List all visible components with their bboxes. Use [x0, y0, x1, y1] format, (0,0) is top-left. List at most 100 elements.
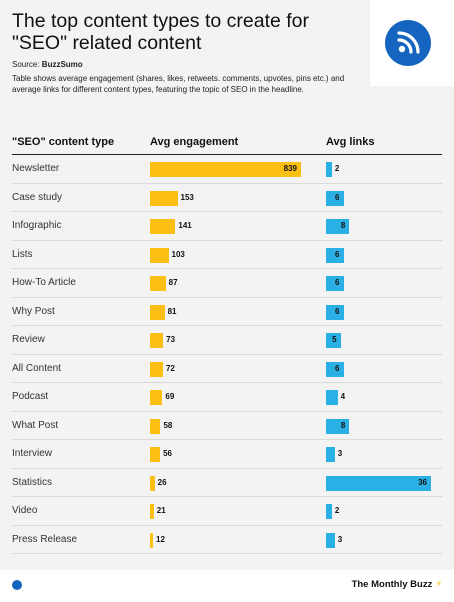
engagement-value-label: 87: [168, 278, 178, 287]
row-label: Statistics: [12, 476, 53, 488]
engagement-bar: [150, 475, 155, 491]
links-value-label: 6: [335, 306, 340, 316]
engagement-value-label: 56: [163, 449, 172, 458]
rss-feed-icon-graphic: [397, 31, 420, 54]
links-bar: [326, 333, 341, 348]
engagement-value-label: 153: [180, 192, 194, 202]
links-value-label: 6: [335, 192, 340, 202]
row-divider: [12, 467, 442, 469]
table-row: Why Post 81 6: [0, 298, 454, 326]
lightning-bolt-icon: ⚡: [435, 579, 442, 590]
infographic-card: The top content types to create for "SEO…: [0, 0, 454, 570]
engagement-value-label: 12: [156, 534, 165, 544]
links-value-label: 36: [418, 477, 427, 487]
table-row: Lists 103 6: [0, 241, 454, 269]
source-line: Source: BuzzSumo: [12, 60, 83, 69]
engagement-value-label: 58: [163, 420, 173, 430]
links-bar: [326, 304, 344, 320]
row-label: Infographic: [12, 220, 62, 231]
links-value-label: 8: [340, 420, 346, 430]
engagement-value-label: 26: [157, 477, 167, 487]
table-row: Press Release 12 3: [0, 526, 454, 554]
engagement-value-label: 839: [283, 164, 297, 173]
engagement-bar: [150, 190, 178, 206]
table-row: Video 21 2: [0, 497, 454, 526]
engagement-bar: [150, 219, 176, 234]
engagement-value-label: 141: [178, 221, 192, 230]
footer-dot-icon: [12, 580, 22, 590]
row-divider: [12, 296, 442, 298]
row-label: Interview: [12, 448, 53, 459]
row-label: Video: [12, 505, 38, 516]
row-divider: [12, 239, 442, 241]
links-bar: [326, 504, 332, 519]
row-divider: [12, 268, 442, 269]
links-value-label: 2: [334, 164, 340, 173]
row-divider: [12, 553, 442, 554]
chart-description: Table shows average engagement (shares, …: [12, 74, 345, 94]
chart-title: The top content types to create for "SEO…: [12, 10, 310, 54]
engagement-bar: [150, 418, 161, 434]
table-row: Podcast 69 4: [0, 383, 454, 412]
links-bar: [326, 247, 344, 263]
links-bar: [326, 219, 350, 234]
row-label: How-To Article: [12, 277, 76, 288]
engagement-bar: [150, 532, 153, 548]
links-value-label: 5: [332, 335, 337, 344]
links-bar: [326, 361, 344, 377]
links-value-label: 6: [335, 363, 340, 373]
links-value-label: 2: [334, 506, 340, 515]
engagement-bar: [150, 304, 165, 320]
engagement-value-label: 69: [165, 392, 175, 401]
source-label: Source:: [12, 60, 42, 69]
column-header-content-type: "SEO" content type: [12, 136, 115, 148]
row-divider: [12, 524, 442, 526]
engagement-value-label: 103: [171, 249, 185, 259]
header-divider: [12, 154, 442, 155]
engagement-value-label: 81: [167, 306, 177, 316]
row-label: Press Release: [12, 533, 78, 545]
links-bar: [326, 532, 335, 548]
column-header-links: Avg links: [326, 136, 375, 148]
row-label: What Post: [12, 419, 59, 431]
column-header-engagement: Avg engagement: [150, 136, 239, 148]
row-label: Lists: [12, 248, 33, 260]
table-row: Case study 153 6: [0, 184, 454, 212]
rss-feed-icon: [385, 20, 431, 66]
engagement-bar: [150, 361, 163, 377]
table-row: Newsletter 839 2: [0, 155, 454, 184]
links-value-label: 3: [337, 534, 343, 544]
row-divider: [12, 410, 442, 412]
row-divider: [12, 211, 442, 212]
row-label: Podcast: [12, 391, 49, 402]
row-divider: [12, 353, 442, 355]
row-label: Why Post: [12, 305, 55, 317]
table-row: Review 73 5: [0, 326, 454, 355]
table-row: How-To Article 87 6: [0, 269, 454, 298]
table-row: Interview 56 3: [0, 440, 454, 469]
table-row: Infographic 141 8: [0, 212, 454, 241]
footer-brand-name: The Monthly Buzz: [351, 579, 433, 590]
links-bar: [326, 475, 431, 491]
links-value-label: 6: [335, 278, 340, 287]
links-bar: [326, 418, 350, 434]
links-value-label: 6: [335, 249, 340, 259]
links-bar: [326, 190, 344, 206]
links-value-label: 4: [340, 392, 346, 401]
engagement-value-label: 73: [166, 335, 176, 344]
row-divider: [12, 325, 442, 326]
chart-body: Newsletter 839 2 Case study 153 6 Infographic 1…: [0, 155, 454, 555]
links-bar: [326, 162, 332, 177]
engagement-value-label: 72: [165, 363, 175, 373]
row-label: All Content: [12, 362, 61, 374]
row-divider: [12, 182, 442, 184]
links-bar: [326, 276, 344, 291]
engagement-bar: [150, 333, 164, 348]
source-name: BuzzSumo: [41, 60, 83, 69]
table-row: What Post 58 8: [0, 412, 454, 440]
links-bar: [326, 447, 335, 462]
table-header: "SEO" content type Avg engagement Avg li…: [0, 136, 454, 154]
footer-brand: The Monthly Buzz ⚡: [352, 579, 442, 590]
engagement-bar: [150, 390, 163, 405]
engagement-bar: [150, 504, 154, 519]
